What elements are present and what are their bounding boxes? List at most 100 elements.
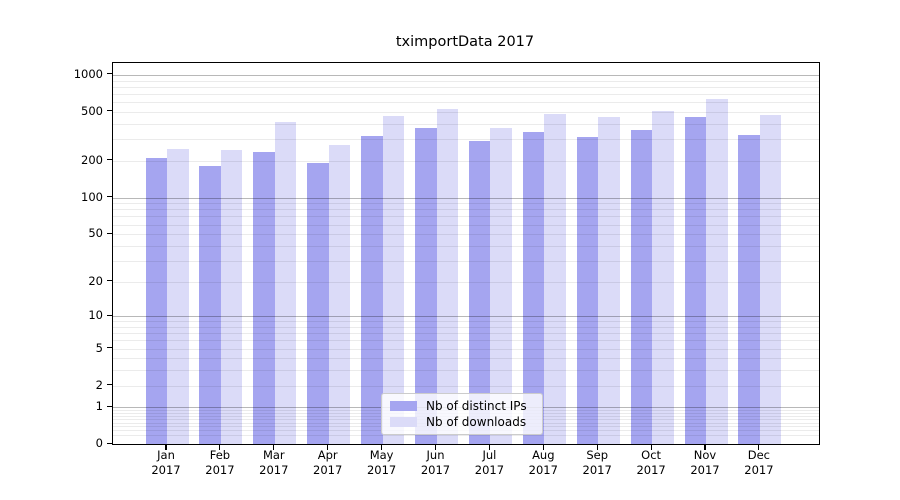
y-tick (107, 346, 112, 349)
y-tick-label: 200 (81, 152, 103, 167)
bar-downloads-sep (598, 116, 620, 444)
x-tick-label-month: Jul (482, 448, 497, 462)
x-tick-label: Jun 2017 (406, 448, 466, 477)
x-tick (758, 444, 760, 450)
legend-label-downloads: Nb of downloads (426, 415, 527, 430)
y-tick-label: 2 (95, 377, 103, 392)
y-tick (107, 159, 112, 161)
x-tick-label-year: 2017 (690, 462, 720, 477)
x-tick-label-month: Sep (586, 448, 609, 462)
bar-ips-sep (576, 137, 599, 444)
x-tick-label-month: Apr (317, 448, 338, 462)
y-tick (107, 196, 112, 198)
y-tick-label: 50 (88, 226, 103, 241)
bar-ips-dec (738, 135, 760, 444)
x-tick-label-month: Jun (426, 448, 445, 462)
plot-area: Nb of distinct IPs Nb of downloads (112, 62, 820, 445)
x-tick (488, 444, 490, 450)
x-tick-label-month: Oct (641, 448, 662, 462)
x-tick-label: Jan 2017 (136, 448, 196, 477)
bar-ips-aug (522, 132, 545, 444)
x-tick-label: Oct 2017 (621, 448, 681, 477)
x-tick-label-month: Feb (209, 448, 231, 462)
y-tick-label: 0 (95, 436, 103, 451)
y-tick-label: 20 (88, 273, 103, 288)
x-tick (650, 444, 652, 450)
x-tick (381, 444, 383, 450)
y-tick (107, 110, 112, 112)
legend-item-distinct-ips: Nb of distinct IPs (390, 399, 534, 413)
x-tick-label-month: Mar (262, 448, 285, 462)
bar-ips-jun (415, 127, 437, 444)
bars-layer (113, 63, 819, 444)
x-tick-label-month: Aug (532, 448, 555, 462)
legend-label-distinct-ips: Nb of distinct IPs (426, 398, 527, 413)
x-tick-label: Aug 2017 (513, 448, 573, 477)
x-tick (165, 444, 167, 450)
x-tick-label: Jul 2017 (459, 448, 519, 477)
y-tick (107, 442, 112, 444)
x-tick-label-month: Nov (693, 448, 717, 462)
legend-swatch-downloads (390, 417, 417, 428)
x-tick-label-year: 2017 (474, 462, 505, 477)
bar-downloads-dec (759, 115, 782, 444)
x-tick-label-year: 2017 (636, 462, 666, 477)
y-tick-label: 1 (95, 399, 103, 414)
y-tick-label: 100 (81, 189, 103, 204)
x-tick-label: Apr 2017 (298, 448, 358, 477)
x-tick (219, 444, 221, 450)
bar-downloads-feb (220, 149, 243, 444)
y-tick (107, 384, 112, 386)
bar-downloads-mar (274, 121, 297, 444)
bar-ips-nov (684, 116, 706, 444)
x-tick (704, 444, 706, 450)
y-tick (107, 73, 112, 75)
bar-ips-may (361, 136, 383, 444)
x-tick-label-year: 2017 (205, 462, 235, 477)
bar-ips-apr (307, 163, 329, 444)
x-tick (596, 444, 598, 450)
x-tick-label: Nov 2017 (675, 448, 735, 477)
bar-downloads-apr (328, 144, 351, 444)
x-tick-label: Sep 2017 (567, 448, 627, 477)
x-tick-label-year: 2017 (313, 462, 343, 477)
x-tick-label-month: Dec (747, 448, 771, 462)
bar-downloads-oct (652, 110, 674, 444)
x-tick (434, 444, 437, 450)
x-tick-label: Dec 2017 (729, 448, 789, 477)
legend-swatch-ips (390, 400, 417, 411)
y-tick-label: 5 (95, 340, 103, 355)
y-tick-label: 1000 (73, 66, 103, 81)
y-tick (107, 232, 112, 234)
x-tick-label-year: 2017 (259, 462, 289, 477)
x-tick (273, 444, 275, 450)
x-tick-label-year: 2017 (744, 462, 774, 477)
bar-downloads-jun (436, 108, 458, 444)
bar-ips-oct (630, 129, 653, 444)
x-tick (327, 444, 329, 450)
bar-ips-feb (199, 166, 221, 444)
y-tick-label: 500 (81, 103, 103, 118)
bar-downloads-nov (706, 99, 728, 444)
x-tick-label-year: 2017 (366, 462, 397, 477)
x-tick (542, 444, 544, 450)
x-tick-label-month: May (369, 448, 394, 462)
y-tick-label: 10 (88, 308, 103, 323)
y-tick (107, 405, 112, 407)
legend: Nb of distinct IPs Nb of downloads (381, 393, 543, 435)
bar-downloads-jul (490, 127, 512, 444)
x-tick-label: Feb 2017 (190, 448, 250, 477)
x-tick-label: May 2017 (352, 448, 412, 477)
y-tick (107, 314, 112, 316)
x-tick-label-year: 2017 (528, 462, 558, 477)
legend-item-downloads: Nb of downloads (390, 415, 534, 429)
y-tick (107, 279, 112, 282)
bar-ips-mar (253, 151, 275, 444)
chart-title: tximportData 2017 (395, 34, 535, 50)
x-tick-label-year: 2017 (420, 462, 451, 477)
x-tick-label-month: Jan (157, 448, 175, 462)
bar-ips-jan (145, 157, 167, 444)
x-tick-label-year: 2017 (151, 462, 181, 477)
bar-downloads-aug (544, 113, 566, 444)
bar-downloads-jan (167, 148, 189, 444)
